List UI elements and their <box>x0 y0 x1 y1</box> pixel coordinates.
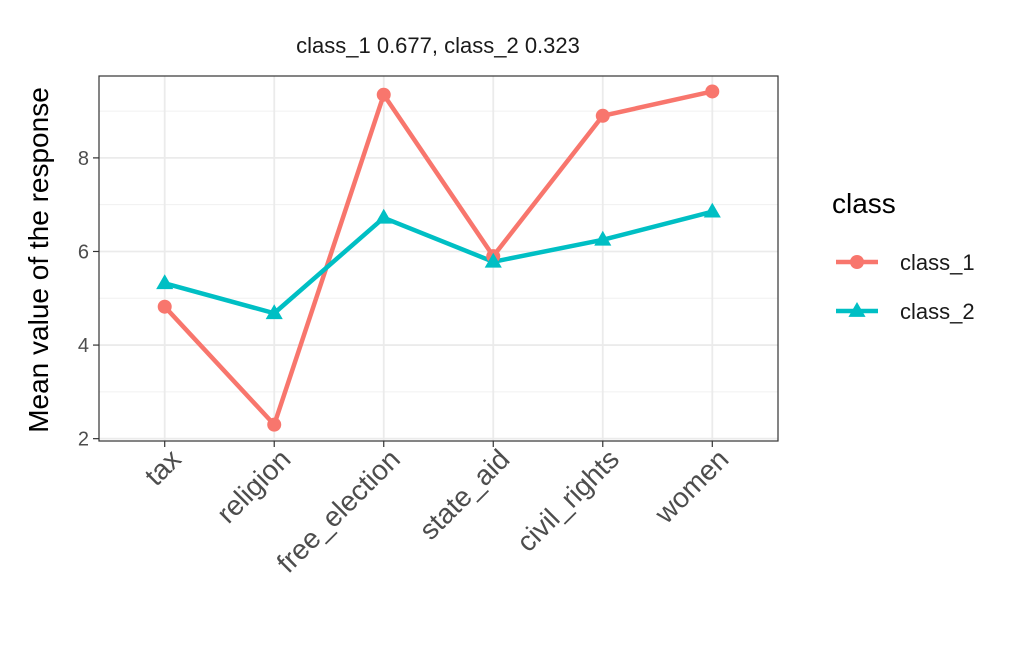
data-point-class_1 <box>376 87 391 102</box>
data-point-class_2 <box>484 252 502 268</box>
series-markers <box>156 84 721 432</box>
y-ticks: 2 4 6 8 <box>78 148 99 451</box>
data-point-class_2 <box>594 230 612 246</box>
plot-panel <box>98 75 779 442</box>
legend-label-class_1: class_1 <box>900 250 975 275</box>
y-axis-label: Mean value of the response <box>23 87 54 433</box>
data-point-class_2 <box>703 202 721 218</box>
data-point-class_2 <box>156 274 174 290</box>
chart-title: class_1 0.677, class_2 0.323 <box>296 33 580 58</box>
grid-major <box>99 76 778 441</box>
data-point-class_2 <box>375 208 393 224</box>
legend-key-marker-class_2 <box>848 302 866 317</box>
x-tick-label: religion <box>211 443 297 529</box>
series-line-class_2 <box>164 209 713 316</box>
y-tick-label: 8 <box>78 148 89 170</box>
legend: class class_1 class_2 <box>832 188 975 324</box>
legend-key-marker-class_1 <box>850 255 864 269</box>
x-tick-label: civil_rights <box>511 443 625 557</box>
data-point-class_1 <box>595 108 610 123</box>
data-point-class_1 <box>267 417 282 432</box>
legend-label-class_2: class_2 <box>900 299 975 324</box>
x-tick-label: state_aid <box>413 443 515 545</box>
y-tick-label: 6 <box>78 241 89 263</box>
data-point-class_2 <box>265 304 283 320</box>
series-lines <box>163 89 713 427</box>
x-tick-label: tax <box>139 443 187 491</box>
data-point-class_1 <box>705 84 720 99</box>
legend-title: class <box>832 188 896 219</box>
data-point-class_1 <box>157 299 172 314</box>
y-tick-label: 2 <box>78 429 89 451</box>
legend-items: class_1 class_2 <box>836 250 975 324</box>
x-tick-label: women <box>648 443 734 529</box>
y-tick-label: 4 <box>78 335 89 357</box>
series-line-class_1 <box>163 89 713 427</box>
